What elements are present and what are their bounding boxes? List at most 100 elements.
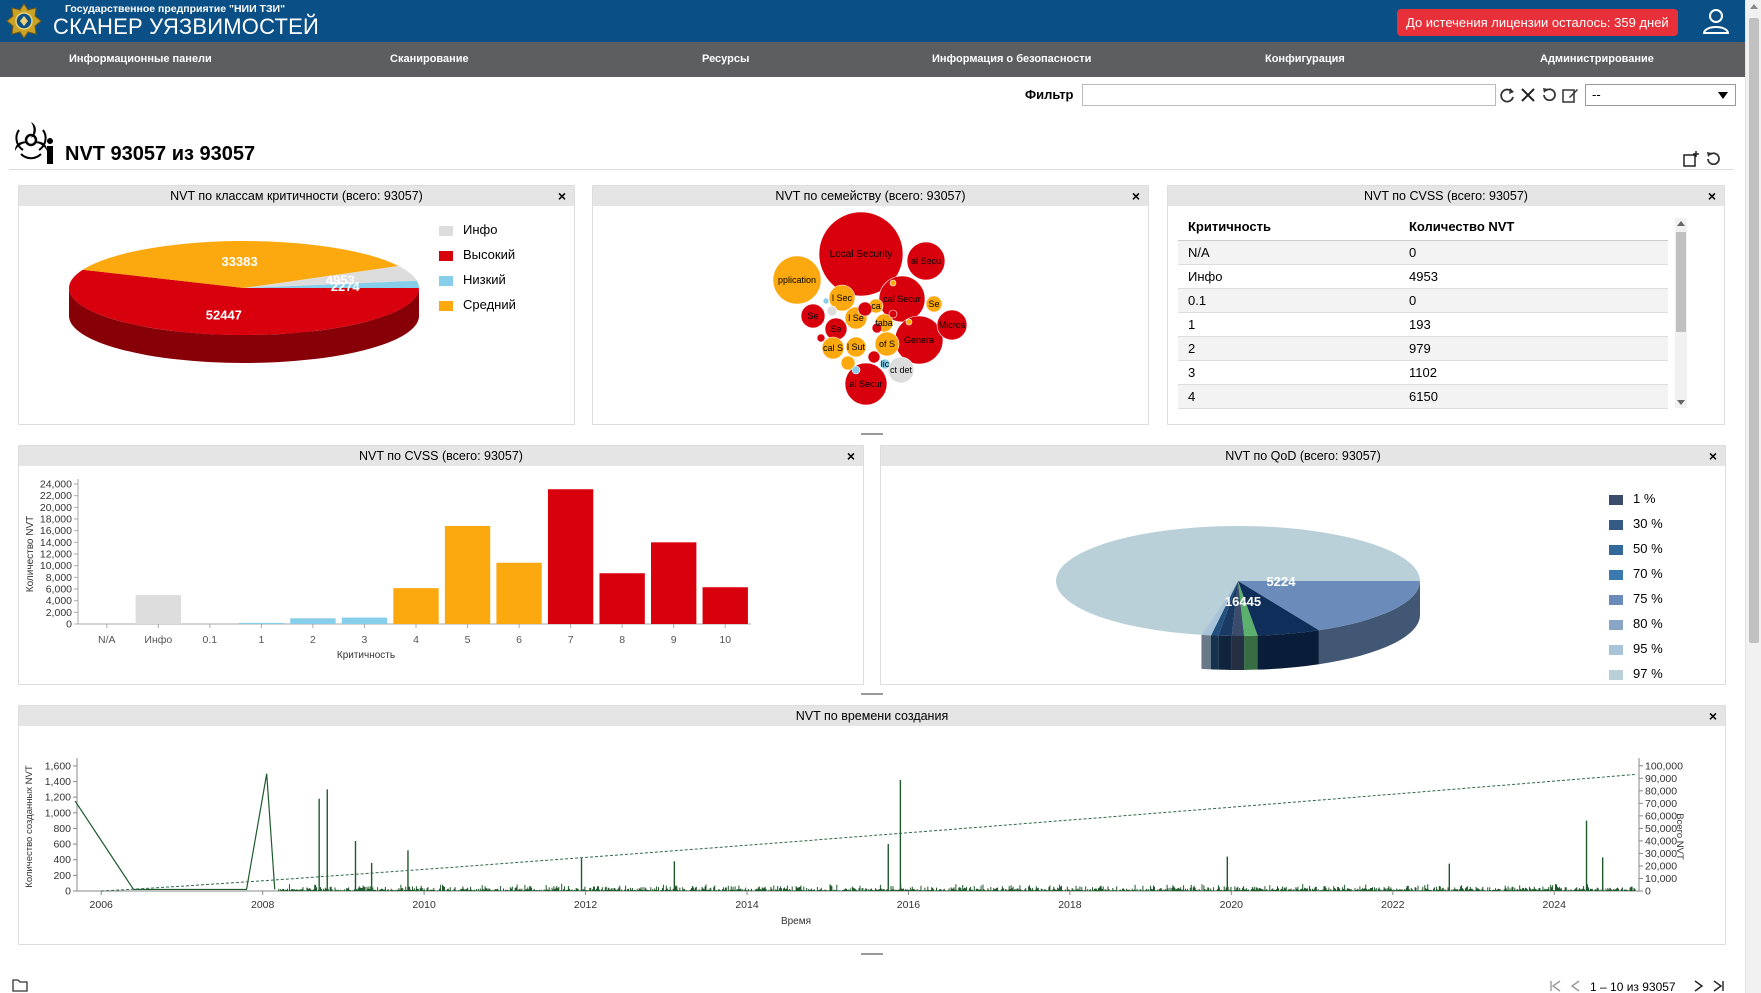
legend-label: 97 % [1633, 666, 1663, 681]
cell-count: 0 [1399, 288, 1668, 313]
scroll-up-arrow-icon[interactable] [1750, 4, 1758, 9]
folder-icon[interactable] [12, 978, 28, 992]
reset-icon[interactable] [1540, 86, 1558, 104]
legend-item: 95 % [1609, 641, 1663, 656]
legend-label: 80 % [1633, 616, 1663, 631]
x-tick-label: 2024 [1543, 899, 1567, 911]
family-bubble-label: l Se [848, 313, 864, 323]
user-icon[interactable] [1702, 7, 1730, 35]
x-tick-label: 2006 [90, 899, 114, 911]
panel-header: NVT по классам критичности (всего: 93057… [19, 186, 574, 206]
y-tick-label: 1,200 [45, 792, 71, 804]
cell-severity: Инфо [1178, 264, 1399, 289]
x-tick-label: N/A [98, 634, 116, 646]
menu-item-dashboards[interactable]: Информационные панели [69, 53, 212, 65]
last-page-icon[interactable] [1712, 979, 1726, 993]
menu-item-assets[interactable]: Ресурсы [702, 53, 750, 65]
table-row[interactable]: 3 1102 [1178, 360, 1668, 385]
table-header-row: Критичность Количество NVT [1178, 214, 1668, 241]
panel-title: NVT по классам критичности (всего: 93057… [170, 189, 423, 203]
menu-item-configuration[interactable]: Конфигурация [1265, 53, 1345, 65]
y2-tick-label: 30,000 [1645, 848, 1677, 860]
close-icon[interactable]: × [846, 448, 855, 464]
close-icon[interactable]: × [557, 188, 566, 204]
page-scrollbar[interactable] [1745, 0, 1761, 993]
legend-label: Средний [463, 297, 516, 312]
cell-severity: 2 [1178, 336, 1399, 361]
timeline-daily-bars [278, 883, 1636, 891]
table-scrollbar[interactable] [1675, 218, 1687, 408]
scroll-thumb[interactable] [1676, 232, 1686, 332]
edit-icon[interactable] [1561, 86, 1579, 104]
panel-timeline: NVT по времени создания × 0 200 400 600 800 1… [18, 705, 1726, 945]
family-bubble-label: lic [881, 359, 890, 369]
cvss-table: Критичность Количество NVT N/A 0 Инфо 4953 0… [1178, 214, 1668, 409]
family-bubble [888, 309, 898, 319]
cell-count: 193 [1399, 312, 1668, 337]
pie-slice-30 % [1218, 581, 1238, 636]
table-row[interactable]: 4 6150 [1178, 384, 1668, 409]
legend-label: Высокий [463, 247, 516, 262]
pie-slice-Низкий [244, 280, 419, 288]
close-icon[interactable]: × [1708, 448, 1717, 464]
panel-title: NVT по CVSS (всего: 93057) [1364, 189, 1528, 203]
next-page-icon[interactable] [1692, 979, 1706, 993]
family-bubble [925, 295, 943, 313]
cell-severity: 4 [1178, 384, 1399, 409]
resize-handle[interactable] [861, 953, 883, 955]
refresh-icon[interactable] [1498, 86, 1516, 104]
first-page-icon[interactable] [1548, 979, 1562, 993]
family-bubble [871, 322, 883, 334]
pie-label: 16445 [1225, 594, 1261, 609]
chevron-down-icon [1718, 92, 1728, 99]
x-tick-label: 2018 [1058, 899, 1082, 911]
pie-slice-70 % [1238, 581, 1319, 636]
table-row[interactable]: N/A 0 [1178, 240, 1668, 265]
panel-body: 0 200 400 600 800 1,000 1,200 1,400 1,600 0 10,000… [19, 726, 1725, 944]
reset-dashboard-icon[interactable] [1704, 150, 1722, 168]
resize-handle[interactable] [861, 433, 883, 435]
table-row[interactable]: 2 979 [1178, 336, 1668, 361]
previous-page-icon[interactable] [1568, 979, 1582, 993]
filter-select[interactable]: -- [1585, 84, 1736, 106]
scroll-down-arrow-icon[interactable] [1677, 400, 1685, 405]
cell-count: 6150 [1399, 384, 1668, 409]
pie-label-Высокий: 52447 [206, 308, 242, 323]
legend-label: Низкий [463, 272, 506, 287]
pie-slice-Инфо [244, 265, 417, 288]
clear-icon[interactable] [1519, 86, 1537, 104]
y2-tick-label: 10,000 [1645, 873, 1677, 885]
app-name: СКАНЕР УЯЗВИМОСТЕЙ [53, 14, 319, 39]
menu-item-administration[interactable]: Администрирование [1540, 53, 1654, 65]
table-row[interactable]: 0.1 0 [1178, 288, 1668, 313]
family-bubble [840, 355, 856, 371]
panel-body: 52447 33383 4953 2274 Инфо Высокий Низкий Сред… [19, 206, 574, 424]
new-dashboard-icon[interactable] [1682, 150, 1700, 168]
menu-item-secinfo[interactable]: Информация о безопасности [932, 53, 1092, 65]
family-bubble [772, 255, 822, 305]
x-tick-label: 2008 [251, 899, 275, 911]
close-icon[interactable]: × [1707, 188, 1716, 204]
legend-item: 75 % [1609, 591, 1663, 606]
y-tick-label: 16,000 [40, 525, 72, 537]
table-row[interactable]: Инфо 4953 [1178, 264, 1668, 289]
family-bubble [887, 356, 915, 384]
column-header-count[interactable]: Количество NVT [1399, 214, 1668, 241]
resize-handle[interactable] [861, 693, 883, 695]
family-bubble-label: of S [879, 339, 895, 349]
table-row[interactable]: 1 193 [1178, 312, 1668, 337]
scroll-thumb[interactable] [1749, 18, 1759, 643]
filter-input[interactable] [1082, 84, 1496, 106]
scroll-up-arrow-icon[interactable] [1677, 221, 1685, 226]
family-bubble-label: Se [830, 324, 841, 334]
pie-label: 66797 [1055, 530, 1091, 545]
cell-severity: 1 [1178, 312, 1399, 337]
family-bubble-label: cal S [823, 343, 843, 353]
close-icon[interactable]: × [1708, 708, 1717, 724]
legend-item: 1 % [1609, 491, 1655, 506]
close-icon[interactable]: × [1131, 188, 1140, 204]
column-header-severity[interactable]: Критичность [1178, 214, 1399, 241]
x-tick-label: 2022 [1381, 899, 1405, 911]
menu-item-scanning[interactable]: Сканирование [390, 53, 469, 65]
pie-label: 5224 [1267, 574, 1297, 589]
